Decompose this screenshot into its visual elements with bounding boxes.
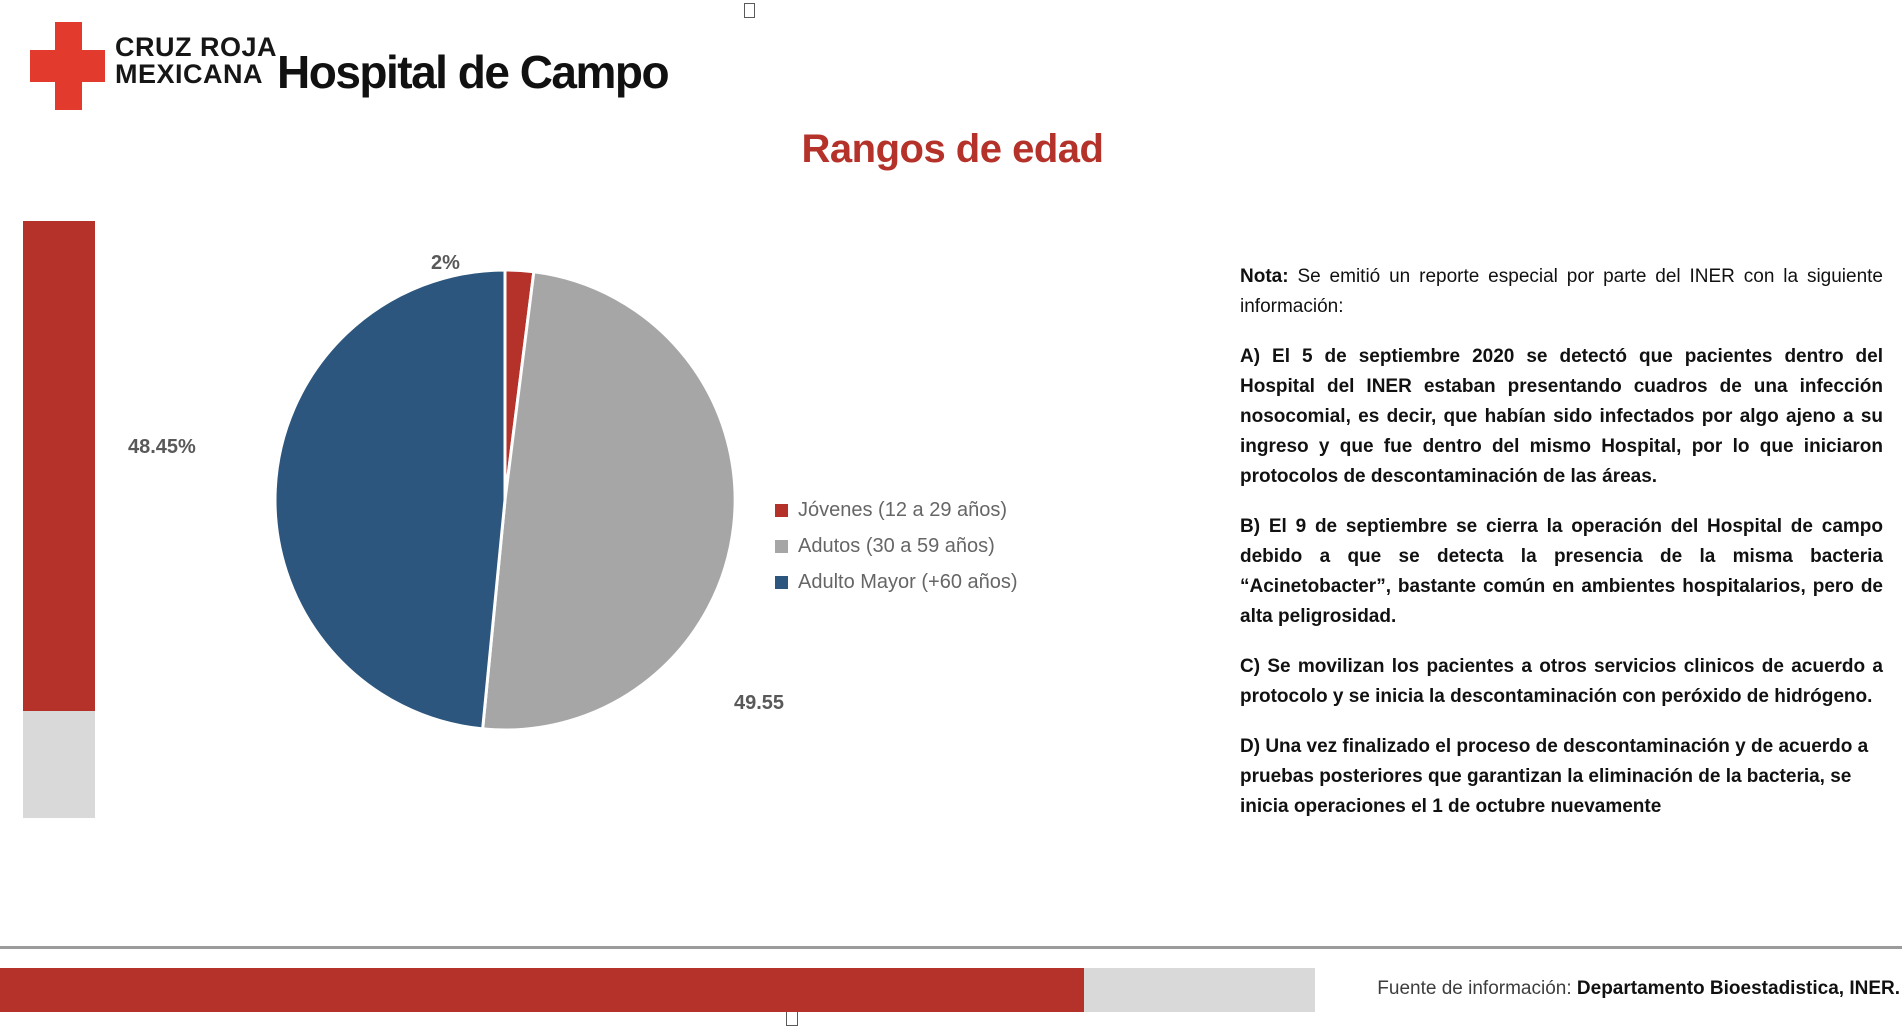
left-accent-bar-gray-segment [23, 710, 95, 818]
placeholder-glyph-top [744, 3, 755, 18]
legend-label: Jóvenes (12 a 29 años) [798, 498, 1008, 521]
legend-label: Adutos (30 a 59 años) [798, 534, 995, 557]
legend-swatch-red [775, 503, 788, 517]
source-text: Fuente de información: Departamento Bioe… [1345, 978, 1900, 1000]
note-paragraph-b: B) El 9 de septiembre se cierra la opera… [1240, 516, 1883, 627]
chart-title: Rangos de edad [801, 127, 1104, 171]
note-paragraph-a: A) El 5 de septiembre 2020 se detectó qu… [1240, 346, 1883, 487]
org-name-line1: CRUZ ROJA [115, 32, 278, 62]
note-paragraph-d: D) Una vez finalizado el proceso de desc… [1240, 736, 1869, 817]
page-title: Hospital de Campo [277, 46, 670, 98]
source-value: Departamento Bioestadistica, INER. [1576, 978, 1900, 999]
left-accent-bar [23, 221, 95, 818]
left-accent-bar-red-segment [23, 221, 95, 711]
footer-divider [0, 946, 1902, 949]
note-intro: Nota: Se emitió un reporte especial por … [1240, 262, 1883, 322]
source-label: Fuente de información: [1377, 978, 1572, 999]
pie-slice-adulto-mayor [273, 268, 507, 731]
pie-label-adulto-mayor: 48.45% [128, 436, 196, 458]
pie-chart [273, 268, 737, 732]
footer-accent-bar-red-segment [0, 968, 1084, 1012]
pie-slice-adutos [481, 270, 737, 732]
legend-label: Adulto Mayor (+60 años) [798, 570, 1018, 593]
note-intro-label: Nota: [1240, 266, 1289, 287]
legend-swatch-blue [775, 575, 788, 589]
legend-swatch-gray [775, 539, 788, 553]
legend-item-adulto-mayor: Adulto Mayor (+60 años) [775, 564, 1018, 600]
red-cross-logo [30, 22, 105, 110]
cross-horizontal-arm [30, 50, 105, 82]
legend-item-adutos: Adutos (30 a 59 años) [775, 528, 1018, 564]
org-name: CRUZ ROJA MEXICANA [115, 34, 277, 88]
note-intro-text: Se emitió un reporte especial por parte … [1240, 266, 1883, 317]
chart-legend: Jóvenes (12 a 29 años) Adutos (30 a 59 a… [775, 492, 1018, 600]
pie-label-adutos: 49.55 [734, 692, 785, 714]
org-name-line2: MEXICANA [115, 59, 264, 89]
note-paragraph-c: C) Se movilizan los pacientes a otros se… [1240, 656, 1883, 707]
legend-item-jovenes: Jóvenes (12 a 29 años) [775, 492, 1018, 528]
footer-accent-bar [0, 968, 1315, 1012]
pie-label-jovenes: 2% [431, 252, 460, 274]
notes-block: Nota: Se emitió un reporte especial por … [1240, 262, 1883, 842]
